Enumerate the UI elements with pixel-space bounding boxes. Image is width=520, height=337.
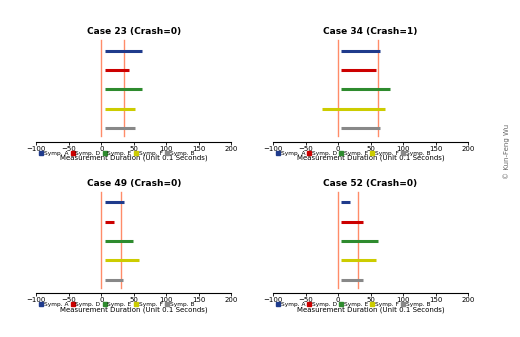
Title: Case 23 (Crash=0): Case 23 (Crash=0) bbox=[87, 27, 181, 36]
Title: Case 34 (Crash=1): Case 34 (Crash=1) bbox=[323, 27, 418, 36]
Legend: Symp. A, Symp. D, Symp. E, Symp. F, Symp. B: Symp. A, Symp. D, Symp. E, Symp. F, Symp… bbox=[276, 151, 431, 156]
Text: © Kun-Feng Wu: © Kun-Feng Wu bbox=[504, 124, 510, 179]
X-axis label: Measurement Duration (Unit 0.1 Seconds): Measurement Duration (Unit 0.1 Seconds) bbox=[60, 306, 207, 313]
X-axis label: Measurement Duration (Unit 0.1 Seconds): Measurement Duration (Unit 0.1 Seconds) bbox=[297, 306, 444, 313]
X-axis label: Measurement Duration (Unit 0.1 Seconds): Measurement Duration (Unit 0.1 Seconds) bbox=[297, 154, 444, 161]
Legend: Symp. A, Symp. D, Symp. E, Symp. F, Symp. B: Symp. A, Symp. D, Symp. E, Symp. F, Symp… bbox=[40, 302, 194, 307]
Legend: Symp. A, Symp. D, Symp. E, Symp. F, Symp. B: Symp. A, Symp. D, Symp. E, Symp. F, Symp… bbox=[40, 151, 194, 156]
X-axis label: Measurement Duration (Unit 0.1 Seconds): Measurement Duration (Unit 0.1 Seconds) bbox=[60, 154, 207, 161]
Title: Case 52 (Crash=0): Case 52 (Crash=0) bbox=[323, 179, 418, 188]
Legend: Symp. A, Symp. D, Symp. E, Symp. F, Symp. B: Symp. A, Symp. D, Symp. E, Symp. F, Symp… bbox=[276, 302, 431, 307]
Title: Case 49 (Crash=0): Case 49 (Crash=0) bbox=[87, 179, 181, 188]
